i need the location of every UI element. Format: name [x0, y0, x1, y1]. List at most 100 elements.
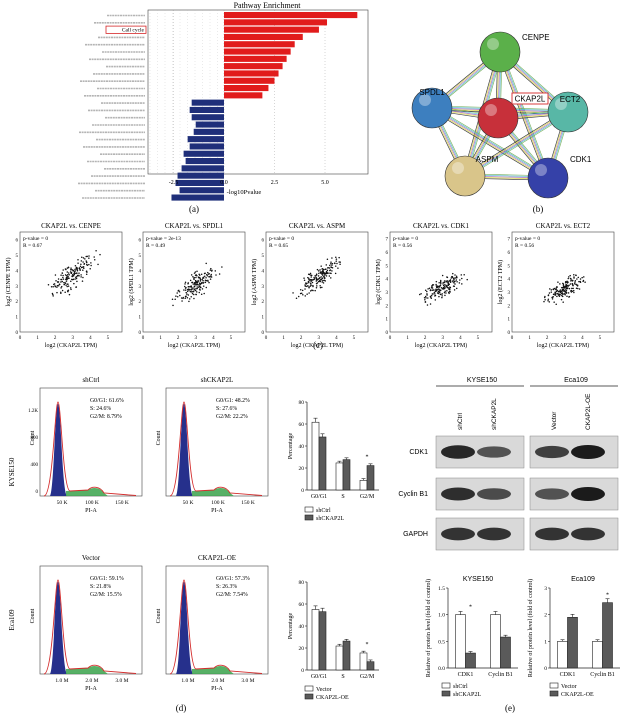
correlation-point: [66, 285, 68, 288]
correlation-point: [205, 279, 208, 282]
correlation-point: [563, 293, 565, 295]
correlation-point: [89, 268, 91, 270]
correlation-point: [82, 257, 85, 259]
bar-ytick: 1.0: [438, 613, 445, 619]
correlation-point: [439, 284, 442, 286]
correlation-point: [319, 269, 321, 271]
correlation-point: [449, 281, 452, 284]
network-node-spdl1: SPDL1: [411, 87, 453, 129]
correlation-point: [438, 287, 440, 289]
correlation-point: [562, 282, 564, 285]
correlation-point: [319, 277, 321, 279]
pathway-xtick: 2.5: [271, 180, 279, 186]
flow-xtick: 100 K: [211, 500, 225, 506]
correlation-point: [209, 269, 212, 271]
correlation-point: [197, 280, 199, 283]
correlation-point: [194, 271, 197, 273]
panel-label-d: (d): [176, 703, 187, 713]
correlation-point: [327, 272, 329, 274]
bar: [455, 614, 466, 669]
correlation-point: [575, 283, 577, 286]
correlation-xtick: 0: [511, 336, 514, 341]
correlation-point: [78, 274, 80, 277]
correlation-point: [567, 277, 569, 280]
significance-star: *: [366, 455, 369, 461]
correlation-xtick: 2: [54, 336, 57, 341]
correlation-point: [544, 299, 546, 301]
correlation-point: [458, 282, 461, 284]
correlation-point: [78, 272, 80, 274]
bar: [557, 641, 568, 669]
pathway-bar: [191, 99, 224, 106]
legend-swatch: [304, 693, 314, 700]
correlation-point: [547, 294, 550, 296]
flow-phase-stat: G2/M: 7.54%: [216, 592, 248, 598]
pathway-bar: [177, 172, 224, 179]
correlation-point: [548, 301, 551, 303]
legend-label: CKAP2L-OE: [561, 692, 594, 698]
correlation-point: [328, 275, 331, 277]
correlation-point: [304, 282, 307, 284]
correlation-point: [60, 281, 62, 283]
correlation-point: [83, 267, 85, 270]
correlation-point: [425, 297, 427, 299]
correlation-xlabel: log2 (CKAP2L TPM): [168, 342, 220, 349]
pathway-xtick: 0.0: [220, 180, 228, 186]
legend-label: Vector: [316, 687, 332, 693]
correlation-ytick: 2: [16, 300, 19, 305]
correlation-point: [424, 298, 426, 301]
correlation-point: [193, 297, 195, 300]
correlation-point: [80, 260, 83, 262]
correlation-point: [210, 276, 213, 278]
correlation-point: [435, 289, 437, 292]
pathway-bar: [224, 33, 303, 40]
correlation-pvalue: p-value = 0: [23, 236, 48, 242]
correlation-point: [572, 287, 574, 290]
correlation-point: [308, 292, 310, 294]
correlation-point: [54, 285, 56, 287]
correlation-point: [93, 259, 96, 261]
correlation-ytick: 6: [386, 251, 389, 256]
correlation-point: [455, 287, 458, 290]
correlation-point: [573, 282, 576, 285]
correlation-point: [309, 280, 311, 282]
bar: [359, 480, 368, 491]
correlation-point: [443, 291, 446, 294]
correlation-point: [53, 283, 56, 285]
correlation-xtick: 5: [477, 336, 480, 341]
correlation-point: [315, 286, 318, 289]
bar: [359, 652, 368, 671]
correlation-point: [327, 267, 330, 269]
correlation-point: [176, 292, 178, 294]
correlation-point: [85, 261, 88, 263]
correlation-point: [322, 282, 325, 284]
correlation-point: [555, 290, 558, 293]
correlation-xtick: 0: [142, 336, 145, 341]
correlation-point: [456, 281, 458, 283]
flow-fit-line: [169, 401, 263, 497]
correlation-point: [185, 295, 187, 297]
western-band: [441, 527, 475, 541]
correlation-point: [565, 292, 568, 294]
correlation-point: [560, 298, 563, 301]
correlation-point: [71, 273, 74, 276]
bar-ytick: 0: [301, 668, 304, 674]
correlation-point: [322, 269, 324, 272]
correlation-point: [550, 291, 553, 293]
row-label-kyse150: KYSE150: [8, 457, 16, 486]
network-edge: [498, 52, 548, 179]
correlation-point: [324, 277, 326, 279]
correlation-point: [575, 287, 578, 289]
western-lane-label: shCKAP2L: [491, 398, 498, 430]
correlation-point: [430, 286, 433, 289]
correlation-ytick: 2: [262, 300, 265, 305]
flow-xtick: 1.0 M: [181, 678, 194, 684]
correlation-point: [186, 296, 189, 299]
flow-fit-line: [169, 579, 263, 675]
correlation-point: [188, 298, 191, 300]
correlation-point: [66, 290, 69, 292]
legend-swatch: [549, 690, 559, 697]
correlation-point: [190, 274, 193, 276]
correlation-point: [52, 293, 54, 296]
correlation-point: [559, 289, 562, 291]
